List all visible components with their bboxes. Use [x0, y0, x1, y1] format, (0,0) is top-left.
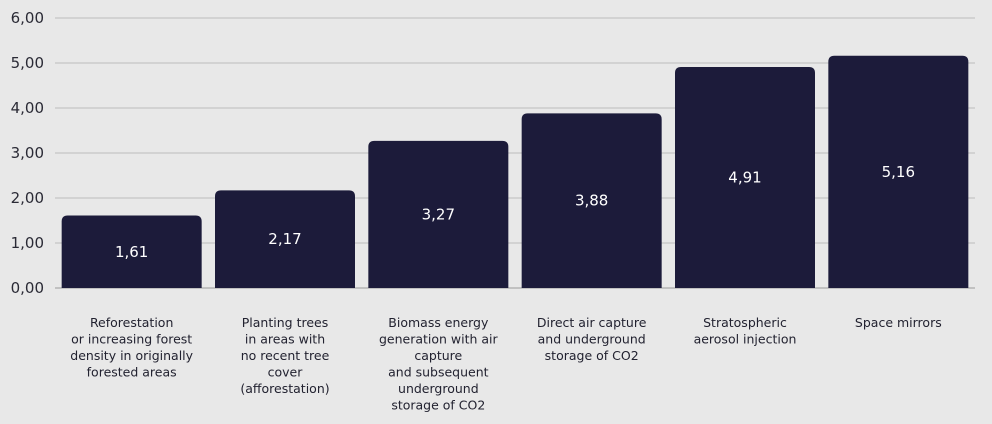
bar: [368, 140, 509, 288]
category-label-line: density in originally: [70, 348, 193, 363]
category-label-line: and subsequent: [388, 365, 489, 380]
value-label: 3,27: [422, 205, 455, 223]
bar: [61, 215, 202, 288]
value-label: 5,16: [882, 163, 915, 181]
category-label: Space mirrors: [855, 315, 942, 330]
category-label: Reforestation or increasing forest density…: [70, 315, 193, 380]
bar: [521, 113, 662, 289]
category-labels: Reforestation or increasing forest density…: [70, 315, 941, 413]
category-label-line: underground: [398, 381, 479, 396]
y-tick-label: 3,00: [11, 144, 44, 162]
category-label-line: Biomass energy: [388, 315, 489, 330]
y-tick-label: 0,00: [11, 279, 44, 297]
value-label: 4,91: [728, 169, 761, 187]
y-axis-ticks: 0,00 1,00 2,00 3,00 4,00 5,00 6,00: [11, 9, 44, 297]
category-label: Direct air capture and underground storage…: [537, 315, 647, 363]
category-label-line: capture: [414, 348, 462, 363]
category-label-line: Direct air capture: [537, 315, 647, 330]
bar: [215, 190, 355, 288]
gridlines: [55, 17, 975, 289]
y-tick-label: 1,00: [11, 234, 44, 252]
category-label-line: or increasing forest: [71, 332, 192, 347]
y-tick-label: 6,00: [11, 9, 44, 27]
category-label-line: in areas with: [245, 332, 325, 347]
category-label-line: (afforestation): [240, 381, 329, 396]
category-label-line: no recent tree: [241, 348, 330, 363]
y-tick-label: 4,00: [11, 99, 44, 117]
category-label: Planting trees in areas with no recent tre…: [240, 315, 329, 396]
y-tick-label: 2,00: [11, 189, 44, 207]
category-label-line: cover: [268, 365, 304, 380]
value-labels: 1,61 2,17 3,27 3,88 4,91 5,16: [115, 163, 915, 261]
category-label-line: generation with air: [379, 332, 499, 347]
category-label-line: aerosol injection: [694, 332, 797, 347]
category-label-line: storage of CO2: [391, 398, 485, 413]
category-label-line: Planting trees: [242, 315, 328, 330]
y-tick-label: 5,00: [11, 54, 44, 72]
category-label-line: storage of CO2: [545, 348, 639, 363]
value-label: 2,17: [268, 230, 301, 248]
category-label-line: forested areas: [87, 365, 177, 380]
bar: [828, 55, 969, 288]
category-label-line: Stratospheric: [703, 315, 787, 330]
category-label-line: and underground: [538, 332, 646, 347]
category-label-line: Reforestation: [90, 315, 173, 330]
bars: [61, 55, 969, 289]
bar: [675, 67, 815, 288]
category-label-line: Space mirrors: [855, 315, 942, 330]
value-label: 3,88: [575, 192, 608, 210]
category-label: Stratospheric aerosol injection: [694, 315, 797, 347]
category-label: Biomass energy generation with air capture…: [379, 315, 499, 413]
value-label: 1,61: [115, 243, 148, 261]
